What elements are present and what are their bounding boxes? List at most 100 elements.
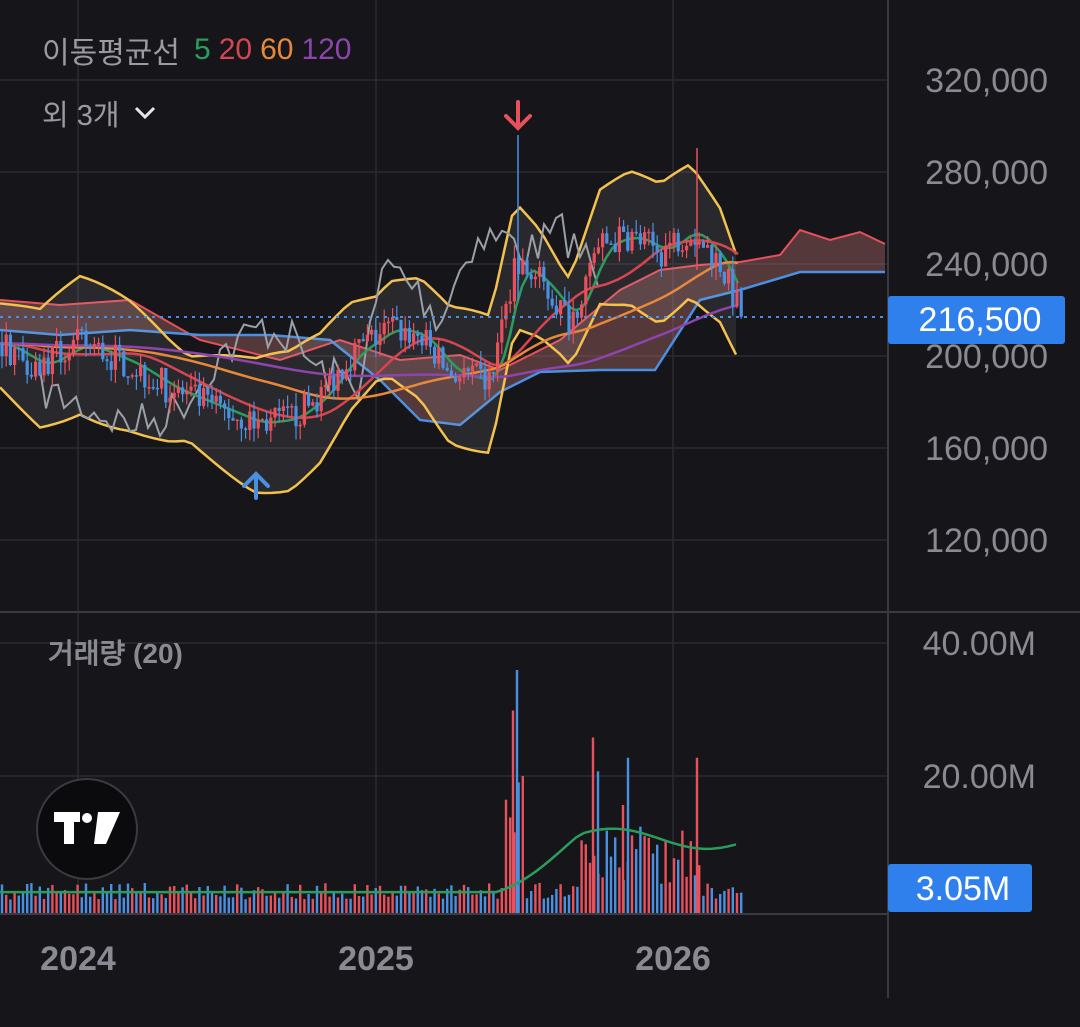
candle-body	[206, 388, 210, 395]
candle-body	[197, 384, 201, 406]
volume-bar	[55, 892, 58, 913]
candle-body	[416, 333, 420, 336]
volume-bar	[706, 883, 709, 913]
volume-bar	[357, 896, 361, 913]
volume-bar	[336, 897, 340, 913]
volume-bar	[265, 895, 268, 913]
volume-bar	[366, 885, 369, 913]
volume-bar	[21, 891, 25, 913]
more-indicators-toggle[interactable]: 외 3개	[42, 92, 156, 134]
volume-bar	[504, 799, 508, 913]
volume-bar	[307, 894, 310, 913]
volume-bar	[546, 897, 550, 913]
volume-bar	[412, 893, 415, 913]
time-axis-label-2: 2026	[635, 940, 711, 978]
more-indicators-label: 외 3개	[42, 100, 120, 132]
volume-bar	[328, 896, 331, 913]
volume-bar	[511, 710, 515, 913]
volume-bar	[9, 899, 12, 913]
volume-bar	[26, 883, 29, 913]
candle-body	[529, 274, 533, 280]
candle-body	[378, 334, 382, 345]
candle-body	[214, 395, 218, 402]
volume-bar	[42, 898, 46, 913]
candle-body	[55, 340, 59, 347]
candle-body	[92, 344, 96, 349]
candle-body	[622, 226, 626, 233]
volume-bar	[341, 893, 344, 913]
volume-bar	[681, 830, 684, 913]
chikou-line	[39, 212, 599, 439]
candle-body	[370, 329, 374, 335]
candle-body	[428, 330, 432, 347]
candle-body	[466, 368, 470, 372]
volume-bar	[614, 837, 617, 913]
candle-body	[84, 330, 88, 346]
volume-bar	[542, 898, 545, 913]
candle-body	[596, 247, 600, 254]
candle-body	[172, 392, 176, 398]
candle-body	[668, 242, 672, 246]
moving-average-legend[interactable]: 이동평균선 5 20 60 120	[42, 28, 352, 72]
candle-body	[311, 402, 315, 406]
candle-body	[21, 348, 25, 361]
candle-body	[609, 243, 613, 245]
volume-bar	[282, 892, 285, 913]
tradingview-logo[interactable]	[36, 778, 138, 880]
chevron-down-icon	[134, 106, 155, 120]
volume-bar	[576, 886, 579, 913]
volume-bar	[437, 893, 440, 913]
candle-body	[567, 305, 571, 334]
volume-axis-label-0: 40.00M	[923, 625, 1036, 663]
candle-body	[67, 354, 71, 361]
volume-bar	[454, 896, 457, 913]
candle-body	[487, 372, 491, 390]
candle-body	[664, 245, 668, 267]
legend-title: 이동평균선	[42, 37, 180, 70]
volume-bar	[63, 890, 67, 913]
candles	[0, 135, 743, 442]
volume-bar	[450, 885, 453, 913]
volume-bar	[240, 887, 243, 913]
sell-signal-arrow-icon	[504, 100, 532, 131]
price-axis-label-1: 280,000	[925, 154, 1048, 192]
volume-bar	[160, 894, 163, 913]
candle-body	[227, 408, 231, 419]
candle-body	[273, 407, 277, 418]
time-axis-label-0: 2024	[40, 940, 116, 978]
volume-ma-line	[0, 827, 737, 894]
candle-body	[176, 387, 180, 393]
candle-body	[554, 305, 558, 315]
candle-body	[328, 376, 332, 385]
volume-bar	[567, 894, 571, 913]
candle-body	[332, 376, 336, 391]
volume-bar	[664, 840, 667, 913]
volume-bar	[320, 892, 323, 913]
last-price-tag	[888, 296, 1065, 344]
volume-bar	[693, 875, 697, 913]
volume-bar	[391, 891, 394, 913]
volume-bar	[198, 887, 201, 913]
candle-body	[521, 259, 525, 275]
volume-bar	[630, 835, 634, 913]
signal-markers	[242, 100, 532, 500]
ma60-line	[0, 260, 739, 400]
volume-axis-label-1: 20.00M	[923, 758, 1036, 796]
volume-bar	[269, 895, 272, 913]
candle-body	[374, 329, 378, 345]
volume-bar	[714, 898, 718, 913]
volume-bar	[362, 896, 365, 913]
cloud-span-a	[0, 228, 886, 372]
candle-body	[475, 363, 479, 366]
candle-body	[63, 360, 67, 363]
volume-bar	[698, 865, 701, 913]
volume-bar	[89, 896, 92, 913]
candle-body	[462, 368, 466, 378]
volume-title: 거래량 (20)	[48, 638, 183, 669]
candle-body	[454, 376, 458, 382]
candle-body	[202, 388, 206, 406]
candle-body	[29, 374, 33, 377]
candle-body	[403, 327, 407, 341]
candle-body	[34, 361, 38, 377]
